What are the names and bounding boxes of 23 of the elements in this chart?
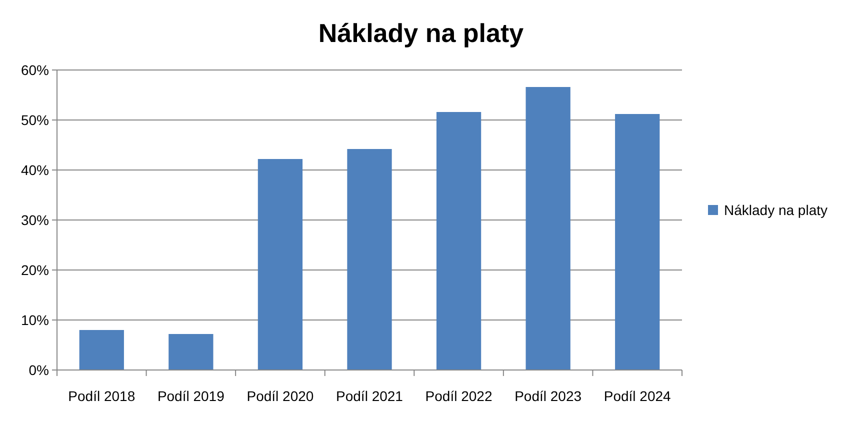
bar xyxy=(168,334,214,370)
bar xyxy=(615,114,660,370)
x-tick-label: Podíl 2023 xyxy=(514,388,582,404)
bar xyxy=(347,149,392,370)
y-tick-label: 30% xyxy=(20,212,49,228)
y-tick-label: 60% xyxy=(20,62,49,78)
legend-label: Náklady na platy xyxy=(724,202,828,218)
bar xyxy=(258,159,303,370)
x-tick-label: Podíl 2018 xyxy=(68,388,136,404)
x-tick-label: Podíl 2019 xyxy=(157,388,225,404)
y-tick-label: 20% xyxy=(20,262,49,278)
chart-title: Náklady na platy xyxy=(318,18,524,48)
x-tick-label: Podíl 2020 xyxy=(246,388,314,404)
y-tick-label: 40% xyxy=(20,162,49,178)
bar xyxy=(79,330,124,370)
y-tick-label: 50% xyxy=(20,112,49,128)
bar xyxy=(526,87,570,370)
y-tick-label: 0% xyxy=(28,362,49,378)
y-tick-label: 10% xyxy=(20,312,49,328)
x-tick-label: Podíl 2022 xyxy=(425,388,492,404)
bar xyxy=(436,112,482,370)
x-tick-label: Podíl 2024 xyxy=(604,388,672,404)
x-tick-label: Podíl 2021 xyxy=(336,388,404,404)
